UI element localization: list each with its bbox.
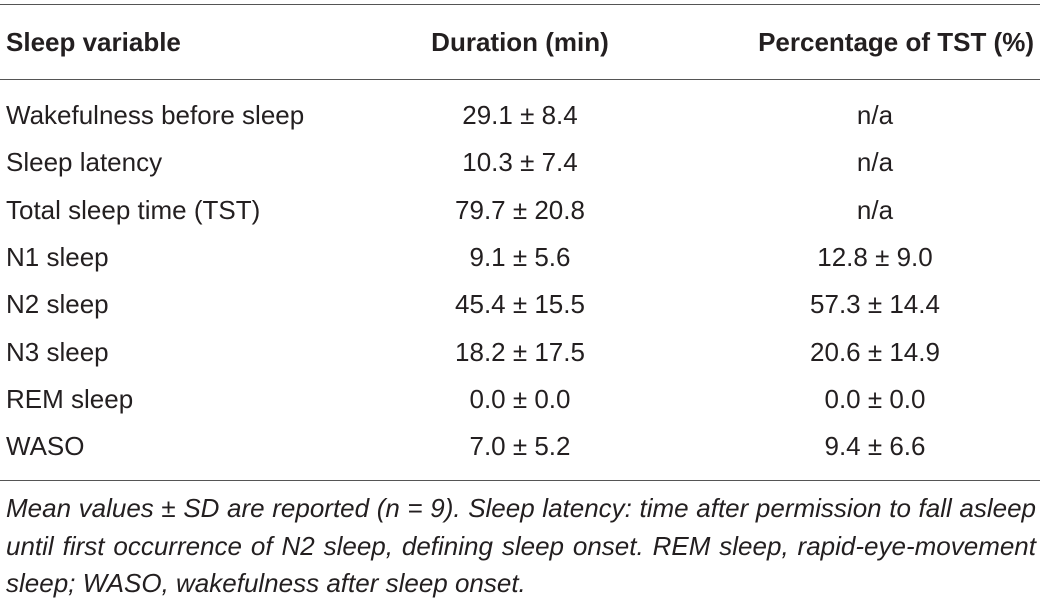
cell-duration: 29.1 ± 8.4 bbox=[462, 100, 578, 131]
cell-duration: 45.4 ± 15.5 bbox=[455, 289, 585, 320]
cell-percentage: 20.6 ± 14.9 bbox=[810, 336, 940, 367]
cell-variable: N2 sleep bbox=[6, 289, 109, 320]
table-row: N2 sleep 45.4 ± 15.5 57.3 ± 14.4 bbox=[0, 281, 1040, 328]
table-header: Sleep variable Duration (min) Percentage… bbox=[0, 4, 1040, 80]
table-row: Sleep latency 10.3 ± 7.4 n/a bbox=[0, 139, 1040, 186]
cell-percentage: 0.0 ± 0.0 bbox=[824, 383, 926, 414]
table-row: REM sleep 0.0 ± 0.0 0.0 ± 0.0 bbox=[0, 376, 1040, 423]
table-row: N1 sleep 9.1 ± 5.6 12.8 ± 9.0 bbox=[0, 234, 1040, 281]
cell-variable: Wakefulness before sleep bbox=[6, 100, 305, 131]
cell-percentage: 12.8 ± 9.0 bbox=[817, 242, 933, 273]
table-body: Wakefulness before sleep 29.1 ± 8.4 n/a … bbox=[0, 80, 1040, 481]
cell-duration: 0.0 ± 0.0 bbox=[469, 383, 571, 414]
header-sleep-variable: Sleep variable bbox=[6, 26, 181, 57]
table-row: Wakefulness before sleep 29.1 ± 8.4 n/a bbox=[0, 80, 1040, 140]
cell-variable: WASO bbox=[6, 431, 85, 462]
cell-duration: 79.7 ± 20.8 bbox=[455, 194, 585, 225]
cell-percentage: 9.4 ± 6.6 bbox=[824, 431, 926, 462]
table-row: N3 sleep 18.2 ± 17.5 20.6 ± 14.9 bbox=[0, 328, 1040, 375]
table-row: WASO 7.0 ± 5.2 9.4 ± 6.6 bbox=[0, 423, 1040, 481]
table-footnote: Mean values ± SD are reported (n = 9). S… bbox=[6, 493, 1036, 598]
header-row: Sleep variable Duration (min) Percentage… bbox=[0, 4, 1040, 80]
cell-duration: 10.3 ± 7.4 bbox=[462, 147, 578, 178]
cell-percentage: 57.3 ± 14.4 bbox=[810, 289, 940, 320]
cell-percentage: n/a bbox=[856, 100, 894, 131]
cell-variable: N1 sleep bbox=[6, 242, 109, 273]
cell-percentage: n/a bbox=[856, 194, 894, 225]
cell-duration: 7.0 ± 5.2 bbox=[469, 431, 571, 462]
cell-duration: 18.2 ± 17.5 bbox=[455, 336, 585, 367]
cell-duration: 9.1 ± 5.6 bbox=[469, 242, 571, 273]
cell-variable: Sleep latency bbox=[6, 147, 163, 178]
table-row: Total sleep time (TST) 79.7 ± 20.8 n/a bbox=[0, 187, 1040, 234]
cell-variable: N3 sleep bbox=[6, 336, 109, 367]
header-percentage: Percentage of TST (%) bbox=[758, 26, 1034, 57]
cell-percentage: n/a bbox=[856, 147, 894, 178]
cell-variable: Total sleep time (TST) bbox=[6, 194, 261, 225]
cell-variable: REM sleep bbox=[6, 383, 134, 414]
header-duration: Duration (min) bbox=[431, 26, 609, 57]
sleep-variables-table: Sleep variable Duration (min) Percentage… bbox=[0, 4, 1040, 481]
